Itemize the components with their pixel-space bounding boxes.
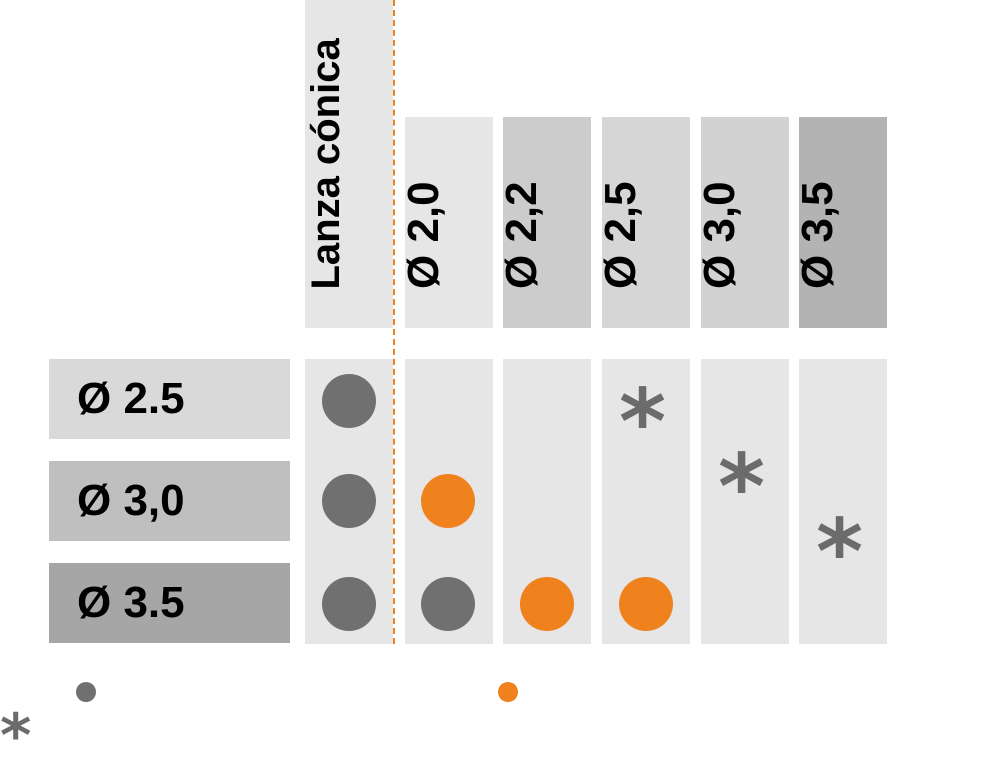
- column-header-2-0: Ø 2,0: [399, 117, 493, 328]
- row-label-3-0: Ø 3,0: [49, 461, 290, 541]
- asterisk-marker: *: [619, 370, 667, 475]
- column-header-label: Ø 3,5: [793, 181, 842, 289]
- legend-asterisk: *: [0, 701, 32, 771]
- orange-dot-marker: [619, 577, 673, 631]
- orange-dot-marker: [520, 577, 574, 631]
- legend-orange-dot: [498, 682, 518, 702]
- column-header-label: Ø 2,0: [399, 181, 448, 289]
- column-header-2-2: Ø 2,2: [497, 117, 591, 328]
- column-header-3-5: Ø 3,5: [793, 117, 887, 328]
- asterisk-marker: *: [718, 435, 766, 540]
- column-header-3-0: Ø 3,0: [695, 117, 789, 328]
- orange-dot-marker: [421, 474, 475, 528]
- gray-dot-marker: [322, 474, 376, 528]
- column-header-2-5: Ø 2,5: [596, 117, 690, 328]
- column-header-label: Ø 2,2: [497, 181, 546, 289]
- legend-gray-dot: [76, 682, 96, 702]
- gray-dot-marker: [322, 374, 376, 428]
- column-header-label: Ø 2,5: [596, 181, 645, 289]
- grid-column-3-5: [799, 359, 887, 644]
- row-label-3-5: Ø 3.5: [49, 563, 290, 643]
- column-header-label: Ø 3,0: [695, 181, 744, 289]
- asterisk-marker: *: [816, 500, 864, 605]
- row-label-2-5: Ø 2.5: [49, 359, 290, 439]
- gray-dot-marker: [421, 577, 475, 631]
- dashed-divider: [393, 0, 395, 644]
- grid-column-3-0: [701, 359, 789, 644]
- gray-dot-marker: [322, 577, 376, 631]
- lanza-conica-header: Lanza cónica: [304, 0, 393, 328]
- lanza-conica-label: Lanza cónica: [304, 38, 348, 290]
